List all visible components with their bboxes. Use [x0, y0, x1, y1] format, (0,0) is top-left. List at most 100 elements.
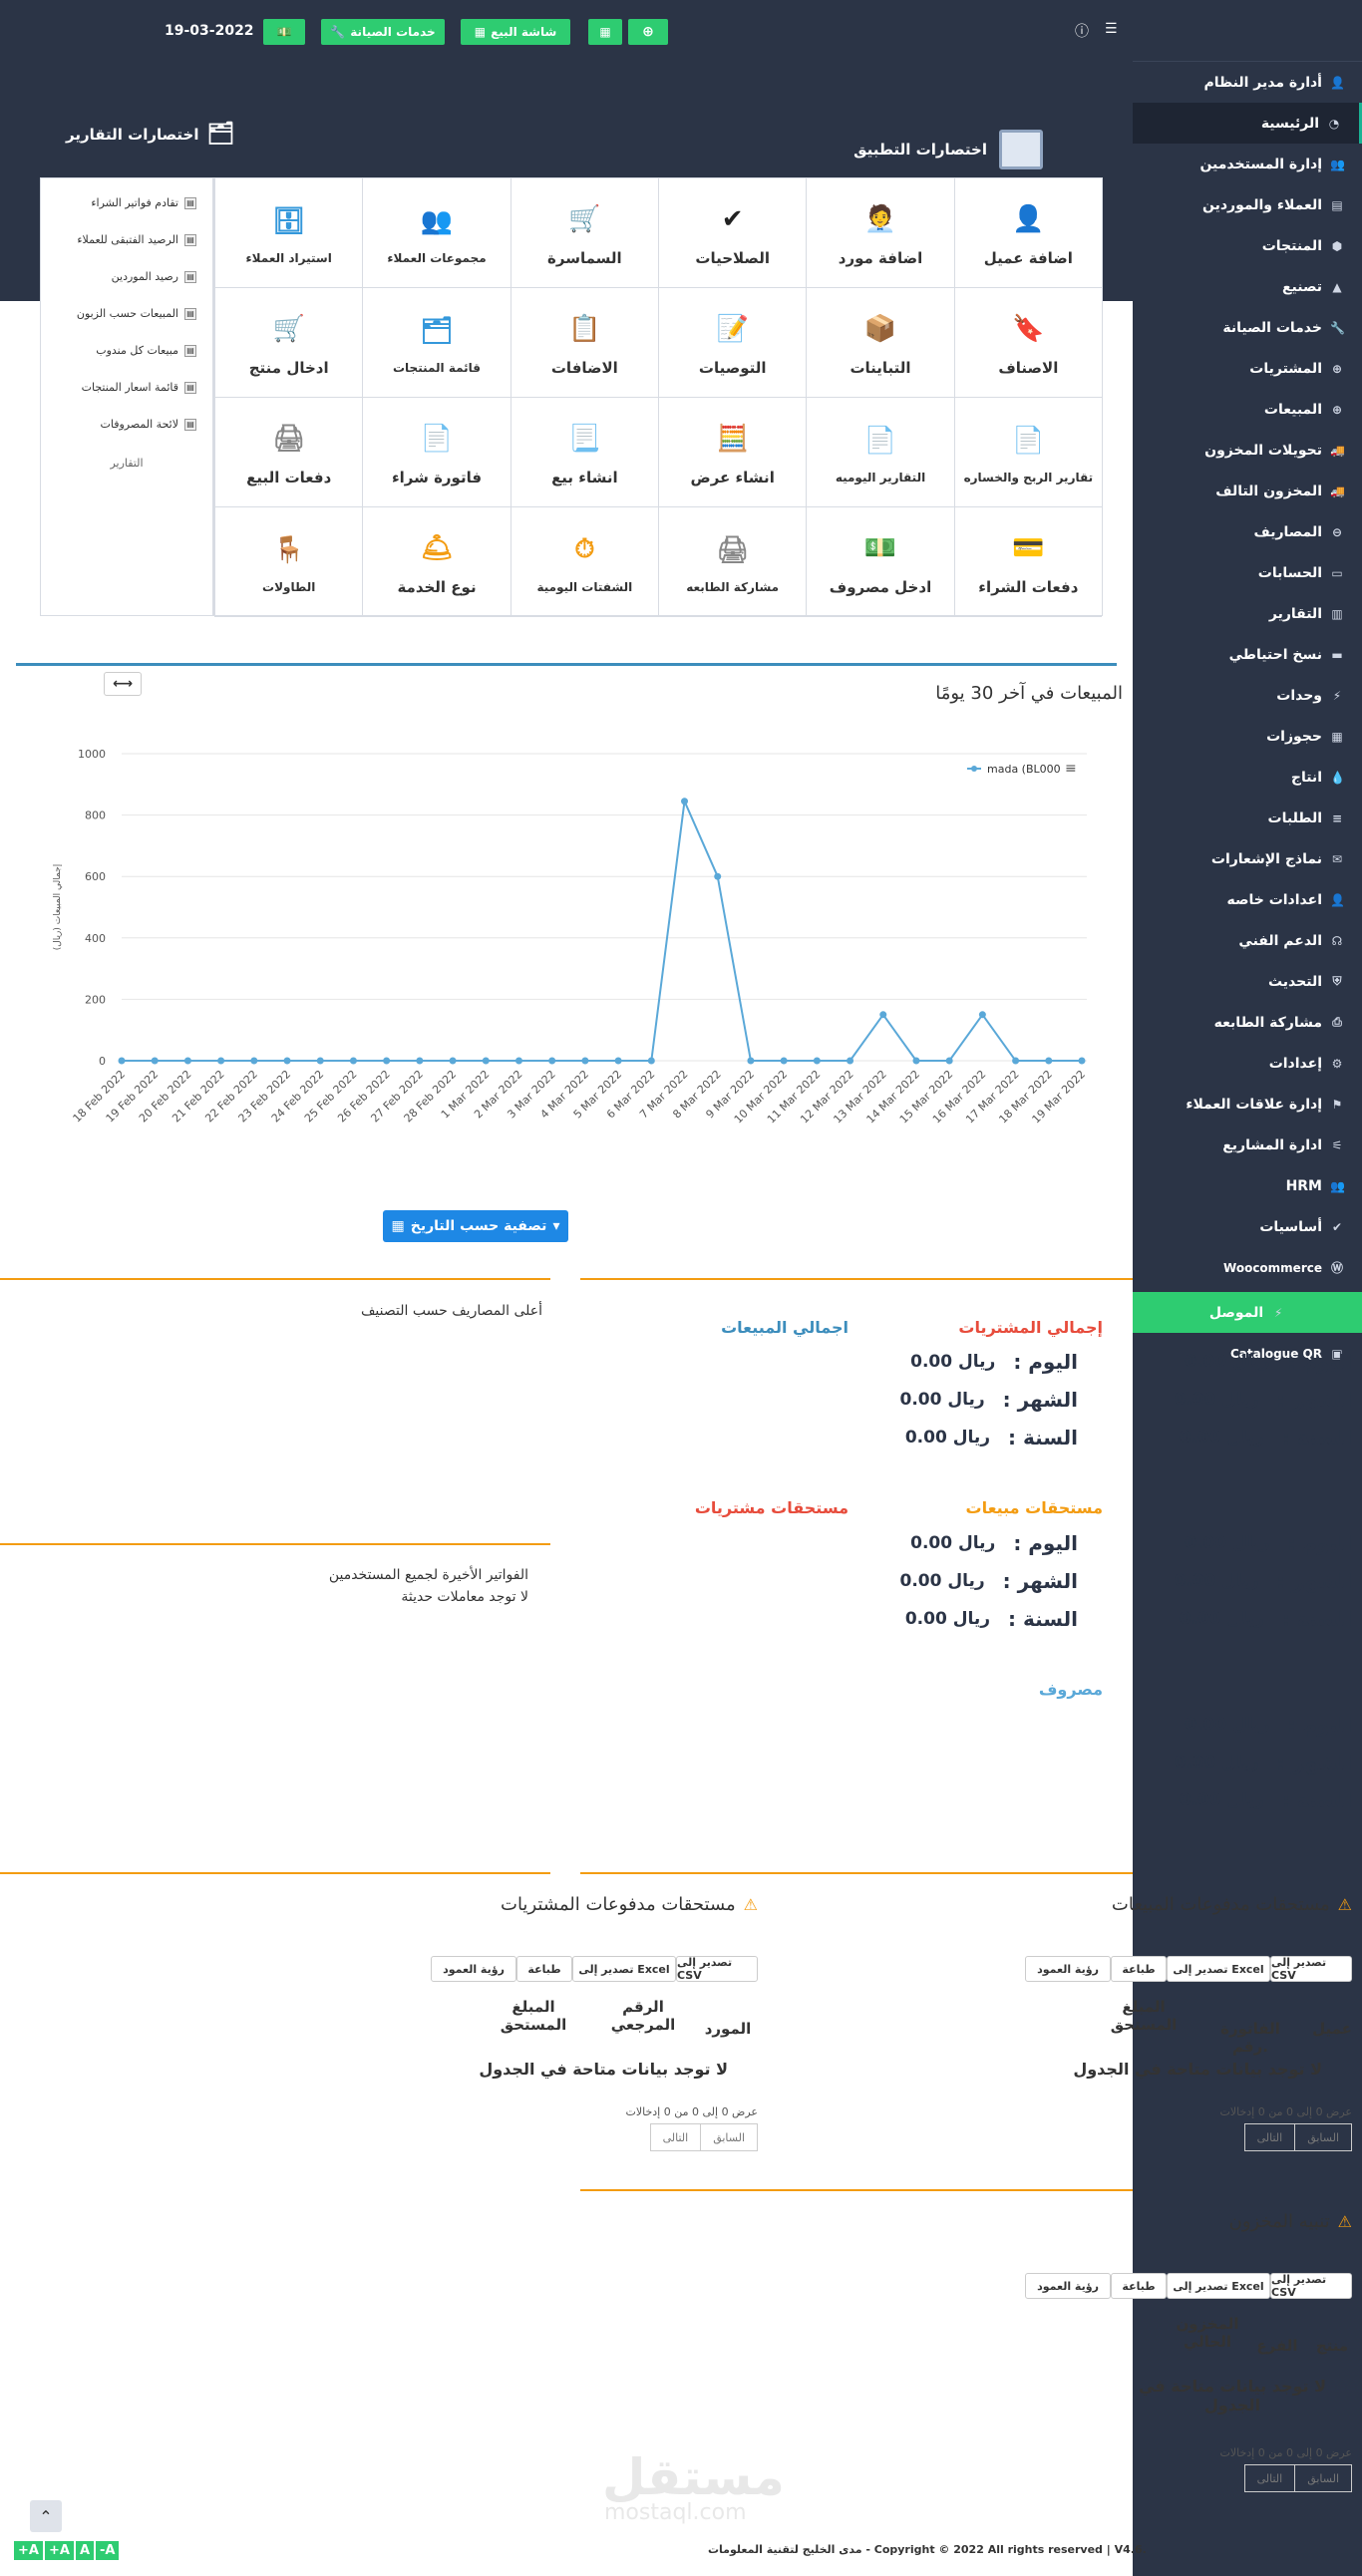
purchase-due-column-header[interactable]: الرقم المرجعي: [610, 1998, 676, 2034]
sidebar-item-6[interactable]: خدمات الصيانة 🔧: [1133, 307, 1362, 348]
money-button[interactable]: 💵: [263, 19, 305, 45]
sales-due-column-header[interactable]: المبلغ المستحق: [1110, 1998, 1178, 2034]
sales-due-columns-button[interactable]: رؤية العمود: [1025, 1956, 1111, 1982]
shortcut-3[interactable]: 🛒 السماسرة: [510, 178, 659, 288]
shortcut-9[interactable]: 📋 الاضافات: [510, 288, 659, 398]
shortcut-13[interactable]: 📄 التقارير اليوميه: [806, 398, 954, 507]
stock-alert-csv-button[interactable]: تصدير إلى CSV: [1270, 2273, 1352, 2299]
sidebar-item-11[interactable]: المصاريف ⊖: [1133, 511, 1362, 552]
sidebar-item-8[interactable]: المبيعات ⊕: [1133, 389, 1362, 430]
prev-page-button[interactable]: السابق: [700, 2124, 757, 2150]
sidebar-item-17[interactable]: انتاج 💧: [1133, 757, 1362, 798]
prev-page-button[interactable]: السابق: [1294, 2124, 1351, 2150]
shortcut-5[interactable]: 🗄 استيراد العملاء: [214, 178, 363, 288]
menu-toggle-icon[interactable]: ☰: [1105, 21, 1118, 37]
expand-chart-button[interactable]: ⟷: [104, 672, 142, 696]
sidebar-item-12[interactable]: الحسابات ▭: [1133, 552, 1362, 593]
report-shortcut-0[interactable]: تقادم فواتير الشراء ▤: [41, 184, 212, 221]
date-filter-button[interactable]: ▦ تصفية حسب التاريخ ▾: [383, 1210, 568, 1242]
sidebar-item-27[interactable]: HRM 👥: [1133, 1165, 1362, 1206]
shortcut-20[interactable]: 🖨 مشاركة الطابعه: [658, 507, 807, 617]
sidebar-item-4[interactable]: المنتجات ⬢: [1133, 225, 1362, 266]
purchase-due-excel-button[interactable]: تصدير إلى Excel: [572, 1956, 676, 1982]
shortcut-1[interactable]: 🧑‍💼 اضافة مورد: [806, 178, 954, 288]
shortcut-18[interactable]: 💳 دفعات الشراء: [953, 507, 1102, 617]
sidebar-item-1[interactable]: الرئيسية ◔: [1133, 103, 1362, 144]
shortcut-6[interactable]: 🔖 الاصناف: [953, 288, 1102, 398]
report-shortcut-6[interactable]: لائحة المصروفات ▤: [41, 406, 212, 443]
add-button[interactable]: ⊕: [628, 19, 668, 45]
purchase-due-column-header[interactable]: المورد: [704, 2020, 752, 2038]
shortcut-0[interactable]: 👤 اضافة عميل: [953, 178, 1102, 288]
shortcut-4[interactable]: 👥 مجموعات العملاء: [362, 178, 511, 288]
sidebar-item-25[interactable]: إدارة علاقات العملاء ⚑: [1133, 1084, 1362, 1125]
sidebar-item-31[interactable]: Catalogue QR ▣: [1133, 1333, 1362, 1374]
info-icon[interactable]: ⓘ: [1075, 24, 1089, 40]
report-shortcut-1[interactable]: الرصيد الفتبقى للعملاء ▤: [41, 221, 212, 258]
prev-page-button[interactable]: السابق: [1294, 2465, 1351, 2491]
shortcut-15[interactable]: 📃 انشاء بيع: [510, 398, 659, 507]
sales-due-csv-button[interactable]: تصدير إلى CSV: [1270, 1956, 1352, 1982]
stock-alert-print-button[interactable]: طباعة: [1111, 2273, 1167, 2299]
report-shortcut-2[interactable]: رصيد الموردين ▤: [41, 258, 212, 295]
sidebar-item-30[interactable]: الموصل ⚡: [1133, 1292, 1362, 1333]
sidebar-item-24[interactable]: إعدادات ⚙: [1133, 1043, 1362, 1084]
report-shortcut-5[interactable]: قائمة اسعار المنتجات ▤: [41, 369, 212, 406]
stock-alert-columns-button[interactable]: رؤية العمود: [1025, 2273, 1111, 2299]
sales-due-column-header[interactable]: الفاتورة رقم.: [1220, 2020, 1280, 2056]
reports-link[interactable]: التقارير: [110, 457, 144, 470]
sidebar-item-18[interactable]: الطلبات ≡: [1133, 798, 1362, 838]
shortcut-14[interactable]: 🧮 انشاء عرض: [658, 398, 807, 507]
sidebar-item-19[interactable]: نماذج الإشعارات ✉: [1133, 838, 1362, 879]
sidebar-item-5[interactable]: تصنيع ▲: [1133, 266, 1362, 307]
purchase-due-csv-button[interactable]: تصدير إلى CSV: [676, 1956, 758, 1982]
shortcut-16[interactable]: 📄 فاتورة شراء: [362, 398, 511, 507]
sidebar-item-20[interactable]: اعدادات خاصه 👤: [1133, 879, 1362, 920]
sidebar-item-10[interactable]: المخزون التالف 🚚: [1133, 471, 1362, 511]
accessibility-button-1[interactable]: +A: [44, 2541, 74, 2560]
accessibility-button-2[interactable]: A: [75, 2541, 94, 2560]
purchase-due-columns-button[interactable]: رؤية العمود: [431, 1956, 516, 1982]
purchase-due-print-button[interactable]: طباعة: [516, 1956, 572, 1982]
accessibility-button-3[interactable]: -A: [96, 2541, 120, 2560]
sidebar-item-2[interactable]: إدارة المستخدمين 👥: [1133, 144, 1362, 184]
sidebar-item-28[interactable]: أساسيات ✔: [1133, 1206, 1362, 1247]
shortcut-12[interactable]: 📄 تقارير الربح والخساره: [953, 398, 1102, 507]
sidebar-item-23[interactable]: مشاركة الطابعه ⎙: [1133, 1002, 1362, 1043]
shortcut-8[interactable]: 📝 التوصيات: [658, 288, 807, 398]
pos-button[interactable]: ▦ شاشة البيع: [461, 19, 570, 45]
purchase-due-column-header[interactable]: المبلغ المستحق: [500, 1998, 567, 2034]
accessibility-button-0[interactable]: +A: [14, 2541, 43, 2560]
next-page-button[interactable]: التالى: [1256, 2130, 1283, 2144]
shortcut-17[interactable]: 🖨 دفعات البيع: [214, 398, 363, 507]
sidebar-item-0[interactable]: أدارة مدير النظام 👤: [1133, 62, 1362, 103]
sidebar-item-26[interactable]: ادارة المشاريع ⚟: [1133, 1125, 1362, 1165]
report-shortcut-3[interactable]: المبيعات حسب الزبون ▤: [41, 295, 212, 332]
sidebar-item-9[interactable]: تحويلات المخزون 🚚: [1133, 430, 1362, 471]
next-page-button[interactable]: التالى: [1256, 2471, 1283, 2485]
next-page-button[interactable]: التالى: [662, 2130, 689, 2144]
stock-alert-column-header[interactable]: الفرع: [1256, 2337, 1298, 2355]
shortcut-2[interactable]: ✔ الصلاحيات: [658, 178, 807, 288]
shortcut-10[interactable]: 🗂 قائمة المنتجات: [362, 288, 511, 398]
shortcut-11[interactable]: 🛒 ادخال منتج: [214, 288, 363, 398]
shortcut-23[interactable]: 🪑 الطاولات: [214, 507, 363, 617]
sidebar-item-16[interactable]: حجوزات ▦: [1133, 716, 1362, 757]
shortcut-7[interactable]: 📦 التباينات: [806, 288, 954, 398]
report-shortcut-4[interactable]: مبيعات كل مندوب ▤: [41, 332, 212, 369]
stock-alert-excel-button[interactable]: تصدير إلى Excel: [1167, 2273, 1270, 2299]
chart-menu-icon[interactable]: ≡: [1065, 761, 1077, 777]
calculator-button[interactable]: ▦: [588, 19, 622, 45]
scroll-top-button[interactable]: ⌃: [30, 2500, 62, 2532]
sales-due-excel-button[interactable]: تصدير إلى Excel: [1167, 1956, 1270, 1982]
sidebar-item-15[interactable]: وحدات ⚡: [1133, 675, 1362, 716]
stock-alert-column-header[interactable]: المخزون الحالي: [1176, 2315, 1239, 2351]
sidebar-item-22[interactable]: التحديث ⛨: [1133, 961, 1362, 1002]
sales-due-print-button[interactable]: طباعة: [1111, 1956, 1167, 1982]
maintenance-button[interactable]: 🔧 خدمات الصيانة: [321, 19, 445, 45]
sales-due-column-header[interactable]: عميل: [1312, 2020, 1352, 2038]
stock-alert-column-header[interactable]: منتج: [1315, 2337, 1349, 2355]
sidebar-item-14[interactable]: نسخ احتياطي ▬: [1133, 634, 1362, 675]
sidebar-item-7[interactable]: المشتريات ⊕: [1133, 348, 1362, 389]
shortcut-21[interactable]: ⏱ الشفتات اليومية: [510, 507, 659, 617]
